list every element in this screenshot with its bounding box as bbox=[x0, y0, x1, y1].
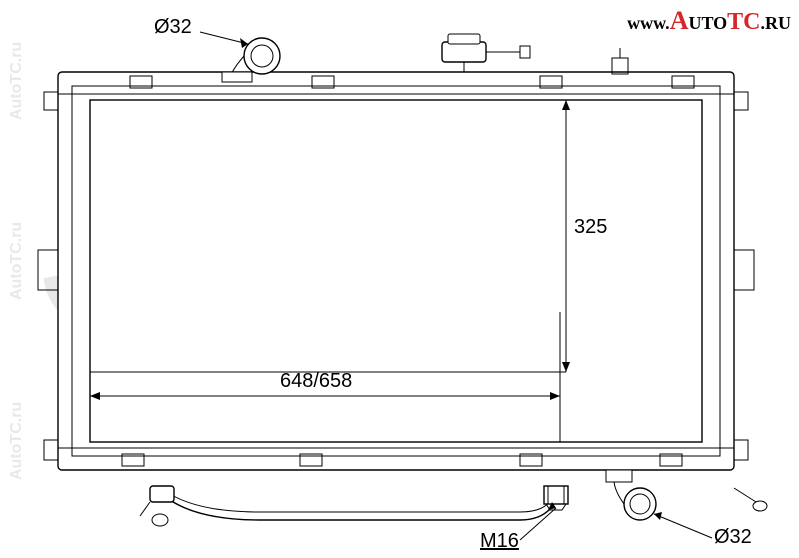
outlet-pipe bbox=[606, 470, 656, 520]
height-label: 325 bbox=[574, 216, 607, 239]
sensor-boss bbox=[612, 48, 628, 74]
outlet-diameter-label: Ø32 bbox=[714, 526, 752, 549]
thread-label: M16 bbox=[480, 530, 519, 553]
bottom-tube bbox=[170, 494, 555, 520]
left-fitting bbox=[140, 486, 174, 526]
drain-plug bbox=[544, 486, 568, 510]
width-label: 648/658 bbox=[280, 370, 352, 393]
inlet-diameter-label: Ø32 bbox=[154, 16, 192, 39]
filler-neck bbox=[442, 34, 530, 72]
radiator-drawing bbox=[0, 0, 799, 558]
overflow-stub bbox=[734, 488, 767, 511]
diagram-canvas: AutoTC.ru AutoTC.ru AutoTC.ru ST www.AUT… bbox=[0, 0, 799, 558]
